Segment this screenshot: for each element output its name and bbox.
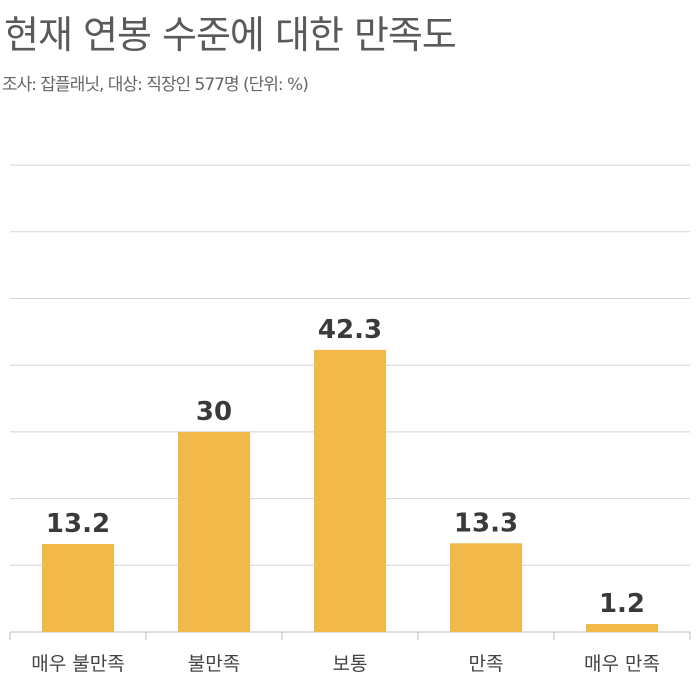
x-tick-label: 만족 [469,653,504,675]
data-label: 13.3 [454,508,518,538]
chart-title: 현재 연봉 수준에 대한 만족도 [4,13,457,57]
bar [42,543,114,632]
bar [178,431,250,632]
data-label: 30 [196,397,232,427]
x-tick-label: 매우 만족 [584,653,660,675]
data-label: 13.2 [46,509,110,539]
bar [586,623,658,632]
bar [450,543,522,632]
bar [314,349,386,632]
data-label: 1.2 [599,589,645,619]
chart-subtitle: 조사: 잡플래닛, 대상: 직장인 577명 (단위: %) [2,75,309,95]
x-tick-label: 매우 불만족 [31,653,124,675]
x-tick-label: 불만족 [188,653,240,675]
x-tick-label: 보통 [333,653,368,675]
data-label: 42.3 [318,315,382,345]
